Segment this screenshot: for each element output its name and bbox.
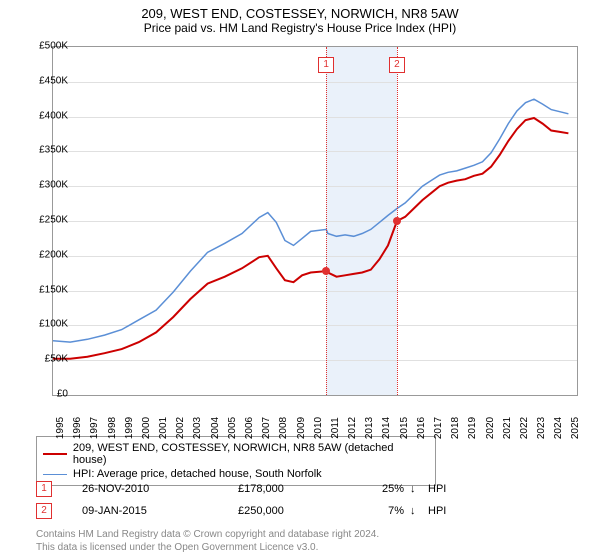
x-axis-label: 2000 (141, 417, 152, 439)
series-line-hpi (53, 99, 568, 342)
y-axis-label: £100K (24, 319, 68, 330)
x-axis-label: 2004 (210, 417, 221, 439)
legend-swatch (43, 453, 67, 455)
y-axis-label: £450K (24, 75, 68, 86)
y-axis-label: £0 (24, 389, 68, 400)
sale-row: 1 26-NOV-2010 £178,000 25% ↓ HPI (36, 478, 458, 500)
x-axis-label: 2019 (467, 417, 478, 439)
x-axis-label: 2002 (175, 417, 186, 439)
x-axis-label: 2018 (450, 417, 461, 439)
marker-dot (393, 217, 401, 225)
x-axis-label: 2008 (278, 417, 289, 439)
marker-line (326, 47, 327, 395)
sales-table: 1 26-NOV-2010 £178,000 25% ↓ HPI 2 09-JAN-2015 £… (36, 478, 458, 522)
sale-hpi-label: HPI (428, 505, 458, 517)
x-axis-label: 2001 (158, 417, 169, 439)
x-axis-label: 2011 (330, 417, 341, 439)
x-axis-label: 2024 (553, 417, 564, 439)
x-axis-label: 2023 (536, 417, 547, 439)
x-axis-label: 2022 (519, 417, 530, 439)
sale-date: 09-JAN-2015 (82, 505, 232, 517)
sale-hpi-label: HPI (428, 483, 458, 495)
footer-attribution: Contains HM Land Registry data © Crown c… (36, 528, 379, 554)
chart-subtitle: Price paid vs. HM Land Registry's House … (0, 21, 600, 35)
legend-swatch (43, 474, 67, 475)
x-axis-label: 1997 (89, 417, 100, 439)
sale-price: £250,000 (238, 505, 338, 517)
y-axis-label: £150K (24, 284, 68, 295)
x-axis-label: 1998 (107, 417, 118, 439)
y-axis-label: £50K (24, 354, 68, 365)
x-axis-label: 1995 (55, 417, 66, 439)
chart-container: 209, WEST END, COSTESSEY, NORWICH, NR8 5… (0, 0, 600, 560)
y-axis-label: £500K (24, 41, 68, 52)
plot-area: 12 (52, 46, 578, 396)
y-axis-label: £250K (24, 215, 68, 226)
x-axis-label: 2016 (416, 417, 427, 439)
legend-row: 209, WEST END, COSTESSEY, NORWICH, NR8 5… (43, 441, 429, 467)
x-axis-label: 2015 (399, 417, 410, 439)
x-axis-label: 1996 (72, 417, 83, 439)
sale-row: 2 09-JAN-2015 £250,000 7% ↓ HPI (36, 500, 458, 522)
x-axis-label: 2014 (381, 417, 392, 439)
footer-line-2: This data is licensed under the Open Gov… (36, 541, 379, 554)
sale-number-box: 2 (36, 503, 52, 519)
y-axis-label: £350K (24, 145, 68, 156)
marker-number-box: 1 (318, 57, 334, 73)
y-axis-label: £400K (24, 110, 68, 121)
x-axis-label: 2020 (485, 417, 496, 439)
x-axis-label: 1999 (124, 417, 135, 439)
sale-pct: 7% (344, 505, 404, 517)
sale-number-box: 1 (36, 481, 52, 497)
x-axis-label: 2010 (313, 417, 324, 439)
marker-dot (322, 267, 330, 275)
down-arrow-icon: ↓ (410, 505, 422, 517)
x-axis-label: 2009 (296, 417, 307, 439)
legend-label: 209, WEST END, COSTESSEY, NORWICH, NR8 5… (73, 442, 429, 466)
chart-title: 209, WEST END, COSTESSEY, NORWICH, NR8 5… (0, 0, 600, 21)
marker-number-box: 2 (389, 57, 405, 73)
y-axis-label: £300K (24, 180, 68, 191)
series-svg (53, 47, 577, 395)
sale-price: £178,000 (238, 483, 338, 495)
x-axis-label: 2025 (570, 417, 581, 439)
x-axis-label: 2012 (347, 417, 358, 439)
y-axis-label: £200K (24, 249, 68, 260)
x-axis-label: 2005 (227, 417, 238, 439)
series-line-property (53, 118, 568, 359)
sale-date: 26-NOV-2010 (82, 483, 232, 495)
x-axis-label: 2006 (244, 417, 255, 439)
x-axis-label: 2013 (364, 417, 375, 439)
x-axis-label: 2003 (192, 417, 203, 439)
sale-pct: 25% (344, 483, 404, 495)
x-axis-label: 2007 (261, 417, 272, 439)
x-axis-label: 2017 (433, 417, 444, 439)
footer-line-1: Contains HM Land Registry data © Crown c… (36, 528, 379, 541)
x-axis-label: 2021 (502, 417, 513, 439)
down-arrow-icon: ↓ (410, 483, 422, 495)
